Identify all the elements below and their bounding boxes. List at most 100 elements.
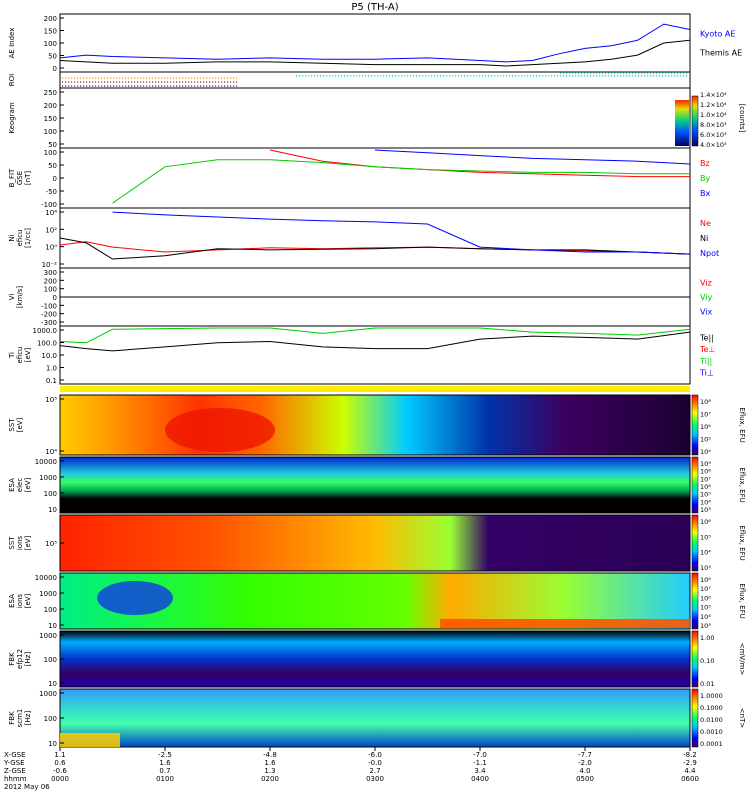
colorbar-tick-esa_i-2: 10⁶ — [700, 594, 711, 602]
colorbar-tick-fbk_e-4: 0.0001 — [700, 740, 723, 748]
esa-ion-cavity — [97, 581, 173, 615]
panel-tick-esa_i-0: 10000 — [35, 574, 57, 582]
colorbar-tick-keogram-5: 4.0×10³ — [700, 141, 727, 149]
xaxis-value-4-3: 0400 — [471, 775, 489, 783]
xaxis-value-1-0: -2.5 — [158, 751, 172, 759]
colorbar-tick-keogram-2: 1.0×10⁴ — [700, 111, 727, 119]
spectrogram-esa-electron — [59, 456, 691, 514]
panel-tick-fbk_b-2: 10 — [48, 680, 57, 688]
legend-bfield-1: By — [700, 174, 710, 183]
xaxis-value-2-1: 1.6 — [264, 759, 276, 767]
panel-tick-bfield-0: 100 — [44, 149, 57, 157]
xaxis-value-4-1: -1.1 — [473, 759, 487, 767]
keogram-image — [675, 100, 689, 146]
series-bfield-0 — [269, 149, 690, 178]
colorbar-tick-keogram-4: 6.0×10³ — [700, 131, 727, 139]
panel-tick-fbk_b-0: 1000 — [39, 632, 57, 640]
series-temperature-0 — [59, 327, 691, 344]
xaxis-value-3-0: -6.0 — [368, 751, 382, 759]
panel-tick-velocity-0: 300 — [44, 269, 57, 277]
panel-ylabel-esa_i-0: ESA — [8, 594, 16, 608]
colorbar-tick-fbk_e-0: 1.0000 — [700, 692, 723, 700]
panel-frame-roi — [59, 71, 691, 89]
colorbar-tick-keogram-3: 8.0×10³ — [700, 121, 727, 129]
panel-ylabel-temperature-1: eficu — [16, 346, 24, 363]
xaxis-value-0-1: 0.6 — [54, 759, 66, 767]
xaxis-value-0-0: 1.1 — [54, 751, 65, 759]
plot-title: P5 (TH-A) — [351, 2, 398, 13]
panel-tick-velocity-6: -300 — [41, 319, 57, 327]
legend-ae-0: Kyoto AE — [700, 29, 735, 38]
colorbar-tick-sst_e-2: 10⁶ — [700, 423, 711, 431]
quality-flag-strip — [60, 386, 690, 392]
panel-tick-velocity-3: 0 — [53, 294, 57, 302]
legend-density-1: Ni — [700, 234, 708, 243]
panel-tick-fbk_e-2: 10 — [48, 740, 57, 748]
xaxis-value-5-3: 0500 — [576, 775, 594, 783]
xaxis-row-label-4: 2012 May 06 — [4, 783, 50, 791]
colorbar-tick-esa_i-5: 10³ — [700, 622, 711, 630]
colorbar-label-keogram: [counts] — [738, 104, 746, 133]
xaxis-value-0-3: 0000 — [51, 775, 69, 783]
panel-ylabel-fbk_b-0: FBK — [8, 652, 16, 666]
colorbar-tick-sst_e-0: 10⁸ — [700, 398, 711, 406]
colorbar-tick-esa_i-4: 10⁴ — [700, 613, 711, 621]
panel-tick-ae-2: 100 — [44, 40, 57, 48]
xaxis-value-4-0: -7.0 — [473, 751, 487, 759]
panel-tick-keogram-4: 50 — [48, 141, 57, 149]
xaxis-value-2-3: 0200 — [261, 775, 279, 783]
panel-tick-esa_i-3: 10 — [48, 622, 57, 630]
colorbar-tick-fbk_e-1: 0.1000 — [700, 704, 723, 712]
series-ae-0 — [59, 23, 691, 63]
panel-ylabel-fbk_b-2: [Hz] — [24, 652, 32, 667]
panel-ylabel-esa_e-1: elec — [16, 478, 24, 493]
panel-tick-temperature-4: 0.1 — [46, 377, 57, 385]
colorbar-tick-esa_e-1: 10⁸ — [700, 468, 711, 476]
panel-tick-bfield-1: 50 — [48, 162, 57, 170]
xaxis-value-1-2: 0.7 — [159, 767, 170, 775]
series-density-1 — [59, 237, 691, 260]
sst-ion-colorbar — [691, 514, 699, 572]
panel-tick-keogram-2: 150 — [44, 115, 57, 123]
panel-tick-keogram-1: 200 — [44, 102, 57, 110]
legend-temperature-2: Ti|| — [699, 357, 712, 366]
colorbar-tick-esa_e-4: 10⁵ — [700, 491, 711, 499]
xaxis-value-1-3: 0100 — [156, 775, 174, 783]
legend-temperature-0: Te|| — [699, 334, 714, 343]
panel-tick-ae-3: 50 — [48, 53, 57, 61]
colorbar-tick-sst_e-3: 10⁵ — [700, 436, 711, 444]
panel-ylabel-roi-0: ROI — [8, 74, 16, 86]
panel-ylabel-temperature-2: [eV] — [24, 347, 32, 362]
xaxis-row-label-2: Z-GSE — [4, 767, 26, 775]
fbk-b-low-freq-band — [60, 733, 120, 747]
legend-temperature-3: Ti⊥ — [699, 368, 714, 377]
panel-ylabel-sst_i-0: SST — [8, 536, 16, 550]
panel-tick-keogram-0: 250 — [44, 89, 57, 97]
colorbar-label-sst_e: Eflux, EFU — [738, 407, 746, 442]
sst-electron-colorbar — [691, 394, 699, 456]
panel-ylabel-fbk_b-1: efp12 — [16, 649, 24, 669]
panel-tick-esa_e-0: 10000 — [35, 458, 57, 466]
panel-tick-bfield-2: 0 — [53, 175, 57, 183]
xaxis-value-6-3: 0600 — [681, 775, 699, 783]
panel-ylabel-esa_e-0: ESA — [8, 478, 16, 492]
time-axis-ticks — [59, 747, 691, 751]
xaxis-value-1-1: 1.6 — [159, 759, 171, 767]
xaxis-value-5-1: -2.0 — [578, 759, 592, 767]
panel-ylabel-bfield-2: [nT] — [24, 171, 32, 185]
legend-velocity-0: Viz — [700, 279, 712, 288]
panel-ylabel-density-1: eficu — [16, 229, 24, 246]
panel-ylabel-esa_e-2: [eV] — [24, 477, 32, 492]
panel-ylabel-keogram-0: Keogram — [8, 102, 16, 133]
xaxis-value-0-2: -0.6 — [53, 767, 67, 775]
colorbar-tick-fbk_b-1: 0.10 — [700, 657, 714, 665]
panel-ylabel-density-2: [1/cc] — [24, 228, 32, 248]
xaxis-value-5-0: -7.7 — [578, 751, 592, 759]
series-density-2 — [112, 211, 691, 255]
panel-tick-density-1: 10² — [45, 226, 57, 234]
panel-ylabel-ae-0: AE Index — [8, 28, 16, 59]
panel-ylabel-esa_i-1: ions — [16, 593, 24, 608]
colorbar-tick-esa_e-0: 10⁹ — [700, 460, 711, 468]
